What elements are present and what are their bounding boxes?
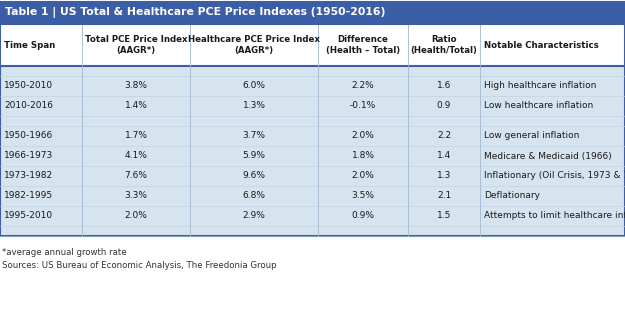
Bar	[0, 186, 625, 206]
Text: High healthcare inflation: High healthcare inflation	[484, 82, 596, 90]
Text: Total PCE Price Index
(AAGR*): Total PCE Price Index (AAGR*)	[85, 35, 188, 55]
Text: 2.2%: 2.2%	[352, 82, 374, 90]
Text: 1950-1966: 1950-1966	[4, 131, 53, 140]
Text: -0.1%: -0.1%	[350, 101, 376, 111]
Text: 2.9%: 2.9%	[242, 211, 266, 220]
Text: *average annual growth rate: *average annual growth rate	[2, 248, 127, 257]
Text: Attempts to limit healthcare inflation: Attempts to limit healthcare inflation	[484, 211, 625, 220]
Text: 0.9: 0.9	[437, 101, 451, 111]
Text: Deflationary: Deflationary	[484, 192, 540, 201]
Text: Low healthcare inflation: Low healthcare inflation	[484, 101, 593, 111]
Text: 3.3%: 3.3%	[124, 192, 148, 201]
Bar	[0, 166, 625, 186]
Text: Time Span: Time Span	[4, 41, 55, 49]
Text: 1982-1995: 1982-1995	[4, 192, 53, 201]
Text: Table 1 | US Total & Healthcare PCE Price Indexes (1950-2016): Table 1 | US Total & Healthcare PCE Pric…	[5, 8, 386, 19]
Text: 1966-1973: 1966-1973	[4, 152, 53, 161]
Text: Ratio
(Health/Total): Ratio (Health/Total)	[411, 35, 478, 55]
Text: 1.4%: 1.4%	[124, 101, 148, 111]
Bar	[0, 226, 625, 236]
Text: 2.0%: 2.0%	[124, 211, 148, 220]
Bar	[0, 24, 625, 66]
Text: 1.4: 1.4	[437, 152, 451, 161]
Bar	[0, 146, 625, 166]
Bar	[0, 2, 625, 236]
Text: Notable Characteristics: Notable Characteristics	[484, 41, 599, 49]
Text: 6.8%: 6.8%	[242, 192, 266, 201]
Text: 1.3%: 1.3%	[242, 101, 266, 111]
Text: 3.7%: 3.7%	[242, 131, 266, 140]
Text: 1.7%: 1.7%	[124, 131, 148, 140]
Bar	[0, 96, 625, 116]
Text: Inflationary (Oil Crisis, 1973 & 1979): Inflationary (Oil Crisis, 1973 & 1979)	[484, 171, 625, 180]
Text: 2.1: 2.1	[437, 192, 451, 201]
Text: Low general inflation: Low general inflation	[484, 131, 579, 140]
Bar	[0, 126, 625, 146]
Text: 5.9%: 5.9%	[242, 152, 266, 161]
Text: Difference
(Health – Total): Difference (Health – Total)	[326, 35, 400, 55]
Text: 1950-2010: 1950-2010	[4, 82, 53, 90]
Bar	[0, 2, 625, 24]
Text: 1.3: 1.3	[437, 171, 451, 180]
Text: 1.6: 1.6	[437, 82, 451, 90]
Text: 0.9%: 0.9%	[351, 211, 374, 220]
Text: 4.1%: 4.1%	[124, 152, 148, 161]
Text: 2010-2016: 2010-2016	[4, 101, 53, 111]
Text: Sources: US Bureau of Economic Analysis, The Freedonia Group: Sources: US Bureau of Economic Analysis,…	[2, 261, 277, 270]
Text: 1995-2010: 1995-2010	[4, 211, 53, 220]
Text: 9.6%: 9.6%	[242, 171, 266, 180]
Text: 3.5%: 3.5%	[351, 192, 374, 201]
Text: Medicare & Medicaid (1966): Medicare & Medicaid (1966)	[484, 152, 612, 161]
Bar	[0, 206, 625, 226]
Text: 2.0%: 2.0%	[351, 131, 374, 140]
Text: 2.2: 2.2	[437, 131, 451, 140]
Text: 3.8%: 3.8%	[124, 82, 148, 90]
Text: 1.8%: 1.8%	[351, 152, 374, 161]
Bar	[0, 76, 625, 96]
Bar	[0, 116, 625, 126]
Text: 1973-1982: 1973-1982	[4, 171, 53, 180]
Text: 6.0%: 6.0%	[242, 82, 266, 90]
Text: 1.5: 1.5	[437, 211, 451, 220]
Text: Healthcare PCE Price Index
(AAGR*): Healthcare PCE Price Index (AAGR*)	[188, 35, 320, 55]
Text: 7.6%: 7.6%	[124, 171, 148, 180]
Text: 2.0%: 2.0%	[351, 171, 374, 180]
Bar	[0, 66, 625, 76]
